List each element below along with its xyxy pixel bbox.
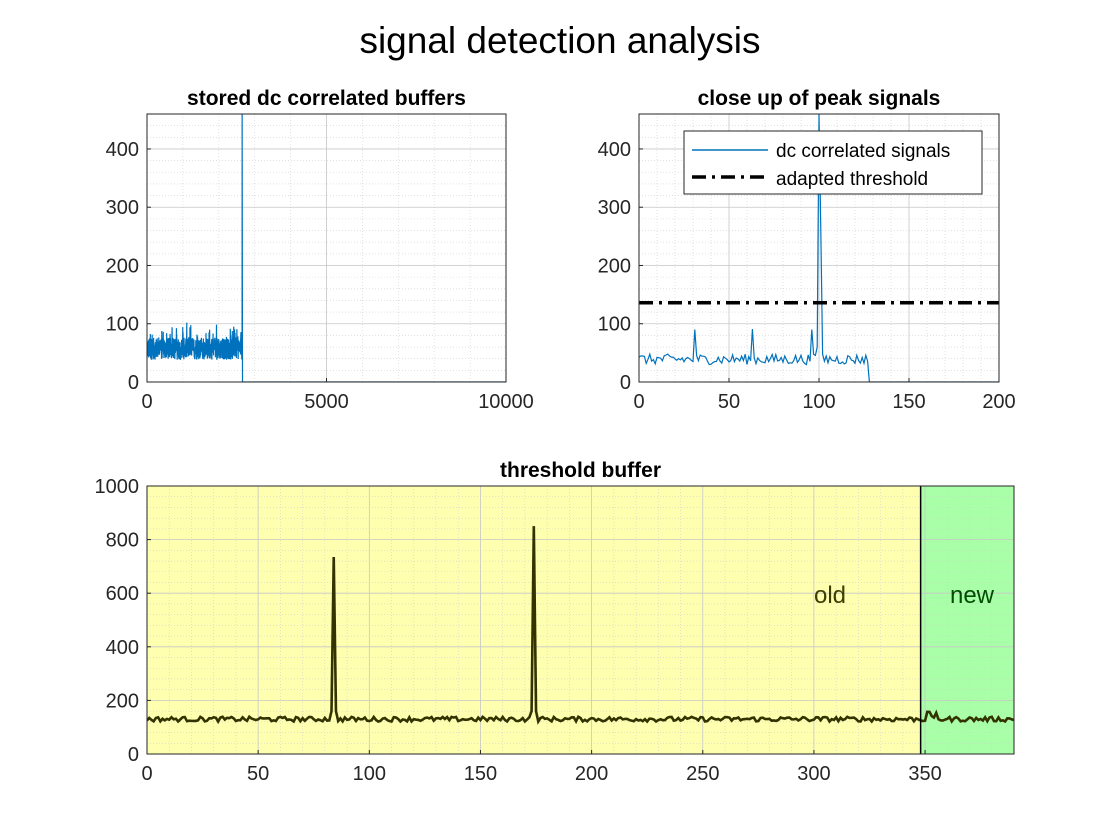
plot-area (639, 114, 999, 382)
x-tick-label: 300 (797, 763, 830, 785)
x-tick-label: 150 (464, 763, 497, 785)
y-tick-label: 1000 (95, 476, 140, 498)
y-tick-label: 300 (598, 197, 631, 219)
y-tick-label: 400 (598, 139, 631, 161)
region-label-new: new (950, 582, 995, 609)
region-new (920, 486, 1014, 754)
axes-title: threshold buffer (500, 459, 661, 482)
axes-title: close up of peak signals (698, 87, 941, 110)
axes-box (146, 485, 1015, 755)
x-tick-label: 150 (892, 391, 925, 413)
plot-area (147, 526, 1014, 725)
plot-area (147, 114, 506, 382)
x-tick-label: 350 (908, 763, 941, 785)
x-tick-label: 50 (247, 763, 269, 785)
legend-label-dc-correlated-signals: dc correlated signals (776, 141, 950, 162)
axes-title: stored dc correlated buffers (187, 87, 466, 110)
figure-title: signal detection analysis (359, 20, 760, 61)
x-tick-label: 200 (575, 763, 608, 785)
x-tick-label: 50 (718, 391, 740, 413)
legend: dc correlated signals adapted threshold (683, 130, 983, 195)
x-tick-label: 0 (141, 763, 152, 785)
y-tick-label: 0 (128, 744, 139, 766)
y-tick-label: 400 (106, 139, 139, 161)
y-tick-label: 300 (106, 197, 139, 219)
region-label-old: old (814, 582, 846, 609)
series-dc-correlated-signals (639, 114, 999, 382)
y-tick-label: 0 (620, 372, 631, 394)
x-tick-label: 100 (802, 391, 835, 413)
x-tick-label: 100 (353, 763, 386, 785)
legend-label-adapted-threshold: adapted threshold (776, 169, 928, 190)
x-tick-label: 0 (633, 391, 644, 413)
axes-3: old new 0 50 100 150 200 250 300 350 0 200 400 600 800… (95, 459, 1015, 785)
y-tick-label: 200 (598, 255, 631, 277)
axes-1: 0 5000 10000 0 100 200 300 400 stored dc correla… (106, 87, 534, 413)
x-tick-label: 10000 (478, 391, 534, 413)
legend-box (683, 130, 983, 195)
y-tick-label: 200 (106, 255, 139, 277)
y-tick-label: 200 (106, 690, 139, 712)
x-tick-label: 5000 (304, 391, 349, 413)
series-threshold-buffer (147, 526, 1014, 725)
y-tick-label: 800 (106, 530, 139, 552)
series-line (147, 114, 506, 382)
y-tick-label: 100 (598, 314, 631, 336)
y-tick-label: 100 (106, 314, 139, 336)
y-tick-label: 0 (128, 372, 139, 394)
y-tick-label: 400 (106, 637, 139, 659)
axes-2: 0 50 100 150 200 0 100 200 300 400 close up of pea… (598, 87, 1016, 413)
x-tick-label: 0 (141, 391, 152, 413)
x-tick-label: 250 (686, 763, 719, 785)
y-tick-label: 600 (106, 583, 139, 605)
x-tick-label: 200 (982, 391, 1015, 413)
